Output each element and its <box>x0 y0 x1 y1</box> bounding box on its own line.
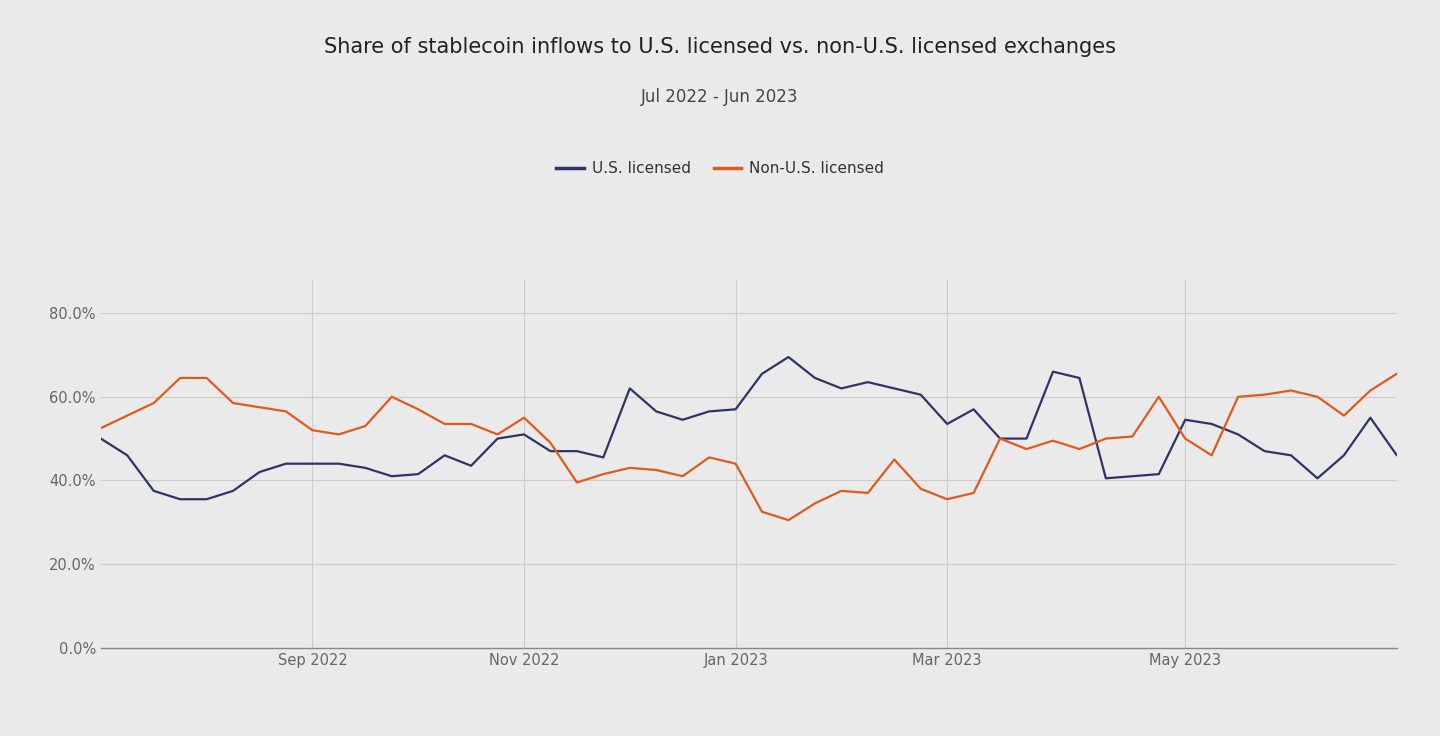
Legend: U.S. licensed, Non-U.S. licensed: U.S. licensed, Non-U.S. licensed <box>550 155 890 182</box>
Text: Jul 2022 - Jun 2023: Jul 2022 - Jun 2023 <box>641 88 799 106</box>
Text: Share of stablecoin inflows to U.S. licensed vs. non-U.S. licensed exchanges: Share of stablecoin inflows to U.S. lice… <box>324 37 1116 57</box>
